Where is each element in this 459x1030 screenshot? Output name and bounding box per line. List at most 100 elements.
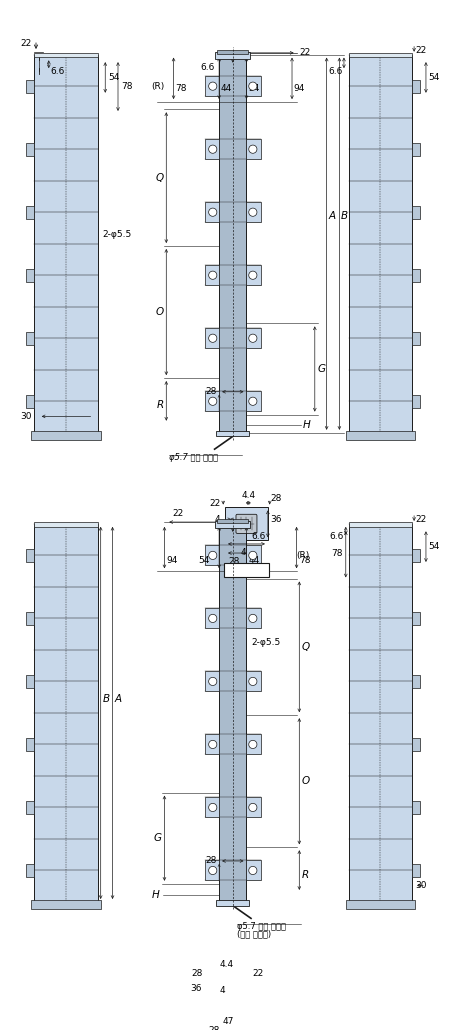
Text: 44: 44 [248, 556, 259, 564]
Bar [31, 431, 101, 440]
Bar [246, 329, 260, 348]
Bar [217, 519, 248, 523]
Bar [31, 900, 101, 909]
Bar [26, 206, 34, 218]
Bar [348, 524, 411, 902]
Text: 6.6: 6.6 [328, 67, 342, 75]
Bar [246, 139, 260, 160]
Bar [345, 431, 414, 440]
Text: 94: 94 [166, 556, 177, 564]
Bar [26, 269, 34, 281]
Text: 4.4: 4.4 [241, 491, 255, 501]
Text: 28: 28 [208, 1026, 219, 1030]
Bar [246, 797, 260, 818]
Bar [411, 206, 420, 218]
Text: 22: 22 [20, 39, 31, 48]
Text: 22: 22 [299, 48, 310, 58]
Bar [26, 549, 34, 561]
Text: Q: Q [155, 173, 163, 182]
Text: 30: 30 [20, 412, 31, 421]
Text: (R): (R) [296, 551, 309, 560]
Text: 22: 22 [172, 510, 183, 518]
Bar [26, 739, 34, 751]
Text: 22: 22 [252, 968, 263, 977]
Text: 4: 4 [214, 515, 220, 524]
Text: 78: 78 [299, 556, 310, 564]
Circle shape [248, 678, 257, 686]
Circle shape [248, 803, 257, 812]
Bar [217, 50, 248, 54]
Circle shape [208, 741, 216, 749]
Text: 28: 28 [190, 968, 202, 977]
Text: 2-φ5.5: 2-φ5.5 [251, 638, 280, 647]
Text: Q: Q [302, 642, 309, 652]
Bar [204, 391, 218, 411]
Text: 28: 28 [270, 493, 281, 503]
Bar [204, 202, 218, 222]
Text: 36: 36 [270, 515, 281, 524]
Bar [34, 524, 98, 902]
Circle shape [248, 145, 257, 153]
Bar [246, 202, 260, 222]
Bar [26, 612, 34, 625]
Bar [204, 329, 218, 348]
Text: B: B [102, 694, 109, 705]
Circle shape [208, 678, 216, 686]
Circle shape [248, 208, 257, 216]
Bar [216, 900, 249, 905]
Circle shape [248, 741, 257, 749]
Text: 47: 47 [240, 548, 252, 556]
Text: 54: 54 [198, 556, 210, 564]
Text: 28: 28 [205, 857, 216, 865]
Text: B: B [341, 211, 347, 221]
Text: 22: 22 [414, 515, 425, 524]
Circle shape [248, 334, 257, 342]
Bar [26, 394, 34, 408]
Bar [411, 143, 420, 156]
Bar [218, 55, 246, 433]
Bar [246, 545, 260, 565]
Bar [411, 864, 420, 877]
Bar [246, 609, 260, 628]
Bar [26, 801, 34, 814]
Circle shape [248, 82, 257, 91]
Bar [215, 521, 250, 528]
Bar [348, 53, 411, 58]
Bar [411, 675, 420, 688]
Circle shape [208, 803, 216, 812]
Bar [411, 394, 420, 408]
Bar [246, 391, 260, 411]
Text: 78: 78 [331, 549, 342, 558]
Bar [204, 734, 218, 754]
Text: 28: 28 [205, 387, 216, 397]
Bar [26, 864, 34, 877]
Circle shape [248, 866, 257, 874]
Text: 30: 30 [414, 881, 425, 890]
Text: (흑색 줄무늬): (흑색 줄무늬) [237, 929, 271, 938]
Bar [26, 675, 34, 688]
Bar [345, 900, 414, 909]
Bar [246, 672, 260, 691]
Text: 94: 94 [293, 83, 305, 93]
Bar [204, 797, 218, 818]
Circle shape [248, 398, 257, 406]
Text: 22: 22 [209, 500, 220, 509]
Text: G: G [317, 364, 325, 374]
Text: A: A [114, 694, 121, 705]
Text: 6.6: 6.6 [200, 63, 214, 72]
Circle shape [208, 398, 216, 406]
Bar [411, 549, 420, 561]
Circle shape [208, 334, 216, 342]
Bar [204, 672, 218, 691]
Text: 6.6: 6.6 [329, 533, 343, 541]
Text: O: O [155, 307, 163, 317]
Text: 54: 54 [428, 73, 439, 82]
Text: 54: 54 [428, 542, 439, 551]
FancyBboxPatch shape [217, 984, 238, 1002]
Bar [26, 79, 34, 93]
Bar [215, 52, 250, 59]
Text: 36: 36 [190, 984, 202, 993]
Bar [348, 522, 411, 526]
Bar [411, 79, 420, 93]
Bar [204, 609, 218, 628]
